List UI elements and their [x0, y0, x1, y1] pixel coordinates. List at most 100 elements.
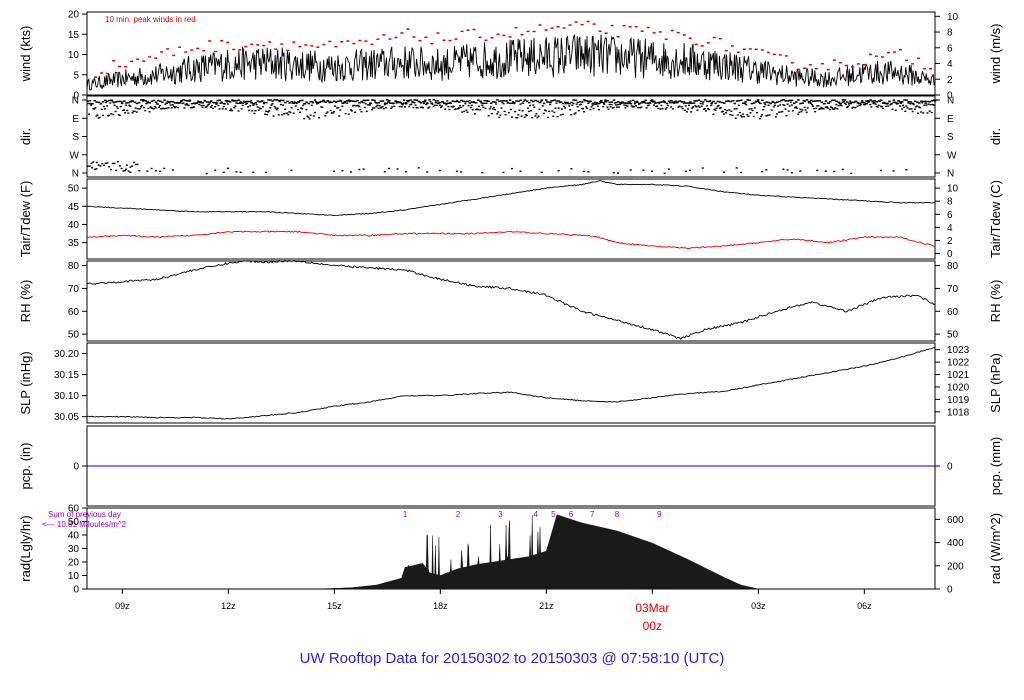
dir-point	[315, 103, 318, 105]
dir-point	[265, 110, 268, 112]
dir-point	[261, 106, 264, 108]
dir-point	[848, 104, 851, 106]
dir-point	[856, 105, 859, 107]
dir-point	[383, 102, 387, 104]
dir-point	[252, 171, 255, 173]
peak-wind-mark	[244, 45, 248, 48]
dir-point	[838, 102, 841, 105]
dir-point	[262, 101, 266, 104]
rad-ytick-label: 30	[68, 544, 80, 555]
dir-point	[368, 102, 372, 104]
dir-point	[409, 103, 412, 106]
dir-point	[913, 108, 916, 110]
wind-rtick-label: 10	[947, 12, 959, 23]
dir-point	[262, 102, 265, 105]
dir-point	[716, 100, 720, 103]
rh-rtick-label: 80	[947, 261, 959, 272]
dir-point	[248, 109, 251, 112]
time-tick-label: 09z	[115, 601, 130, 611]
dir-point	[87, 100, 89, 102]
dir-point	[504, 114, 507, 116]
dir-point	[410, 103, 413, 105]
dir-point	[618, 106, 621, 108]
dir-point	[821, 107, 824, 110]
rh-ytick-label: 80	[68, 261, 80, 272]
dir-point	[152, 99, 156, 102]
dir-point	[235, 102, 238, 104]
dir-point	[898, 101, 902, 103]
dir-point	[779, 104, 782, 106]
dir-point	[485, 102, 488, 105]
peak-wind-mark	[124, 65, 128, 68]
dir-point	[400, 102, 404, 105]
peak-wind-mark	[136, 58, 140, 60]
dir-point	[329, 109, 332, 112]
dir-point	[464, 100, 467, 103]
dir-point	[347, 99, 351, 101]
dir-point	[356, 99, 359, 102]
peak-wind-mark	[562, 27, 566, 29]
dir-point	[689, 102, 692, 104]
dir-point	[710, 104, 713, 107]
dir-point	[561, 102, 565, 105]
dir-point	[111, 162, 114, 165]
dir-point	[691, 102, 694, 105]
dir-point	[799, 108, 802, 110]
dir-point	[755, 111, 758, 114]
dir-point	[385, 99, 389, 101]
dir-point	[178, 102, 181, 104]
slp-ytick-label: 30.10	[54, 391, 79, 402]
dir-point	[820, 101, 824, 103]
peak-wind-mark	[196, 47, 200, 50]
dir-point	[169, 104, 172, 106]
dir-point	[644, 102, 647, 104]
dir-point	[699, 102, 702, 105]
dir-point	[96, 114, 99, 116]
peak-wind-mark	[748, 48, 752, 50]
dir-point	[633, 102, 636, 105]
dir-point	[413, 102, 416, 104]
wind-ylabel-right: wind (m/s)	[988, 24, 1003, 85]
rh-series-line	[86, 259, 936, 341]
dir-point	[595, 102, 599, 104]
dir-point	[379, 100, 383, 102]
dir-point	[807, 102, 810, 104]
dir-point	[782, 104, 785, 106]
dir-point	[924, 100, 927, 103]
dir-point	[226, 103, 229, 105]
dir-point	[866, 102, 869, 105]
dir-point	[214, 101, 217, 104]
dir-rtick-label: N	[947, 169, 954, 180]
dir-point	[630, 105, 633, 107]
dir-point	[455, 170, 458, 172]
dir-point	[912, 103, 915, 106]
dir-point	[685, 111, 688, 113]
dir-point	[95, 161, 98, 164]
dir-point	[737, 104, 740, 107]
dir-point	[932, 104, 935, 106]
peak-wind-mark	[364, 40, 368, 42]
dir-point	[710, 102, 713, 105]
dir-point	[922, 100, 925, 103]
dir-point	[523, 116, 526, 118]
dir-point	[291, 102, 294, 104]
dir-point	[384, 106, 387, 109]
dir-point	[839, 102, 843, 105]
dir-point	[867, 101, 870, 103]
dir-point	[133, 101, 137, 104]
dir-point	[713, 108, 716, 110]
dir-point	[849, 100, 852, 102]
peak-wind-mark	[148, 56, 152, 58]
dir-point	[544, 110, 547, 112]
dir-point	[126, 109, 129, 112]
dir-point	[133, 110, 136, 113]
dir-point	[790, 104, 793, 106]
dir-point	[127, 112, 130, 114]
peak-wind-mark	[604, 32, 608, 35]
peak-wind-mark	[538, 24, 542, 26]
dir-point	[656, 105, 659, 107]
dir-point	[750, 102, 754, 105]
dir-point	[116, 107, 119, 109]
rh-rtick-label: 60	[947, 307, 959, 318]
